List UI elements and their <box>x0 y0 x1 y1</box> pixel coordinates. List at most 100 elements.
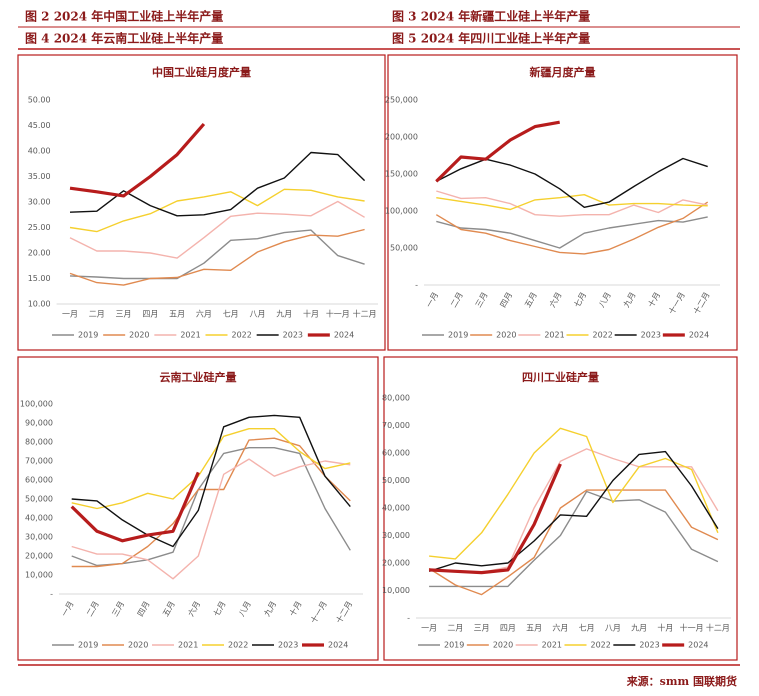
series-line <box>70 471 200 543</box>
y-tick-label: 40.00 <box>28 147 51 156</box>
legend-label: 2022 <box>593 331 613 340</box>
x-tick-label: 七月 <box>572 291 588 309</box>
x-tick-label: 十月 <box>303 309 319 319</box>
series-line <box>435 157 708 208</box>
x-tick-label: 十月 <box>657 623 673 633</box>
x-tick-label: 五月 <box>161 600 177 618</box>
y-tick-label: 50,000 <box>390 244 418 253</box>
x-tick-label: 六月 <box>547 290 564 309</box>
x-tick-label: 十二月 <box>706 623 730 633</box>
legend-label: 2019 <box>78 641 98 650</box>
series-line <box>428 489 719 596</box>
x-tick-label: 十二月 <box>353 309 377 319</box>
y-tick-label: 15.00 <box>28 274 51 283</box>
series-line <box>435 201 709 255</box>
x-tick-label: 九月 <box>276 310 292 319</box>
x-tick-label: 六月 <box>552 623 568 633</box>
x-tick-label: 三月 <box>110 600 126 618</box>
series-line <box>69 122 206 198</box>
y-tick-label: 100,000 <box>20 400 53 409</box>
x-tick-label: 十一月 <box>666 290 687 316</box>
y-tick-label: 60,000 <box>382 449 410 458</box>
series-line <box>436 190 708 217</box>
y-tick-label: - <box>415 281 418 290</box>
x-tick-label: 八月 <box>237 600 253 618</box>
chart-frame <box>383 356 738 661</box>
y-tick-label: 30.00 <box>28 198 51 207</box>
x-tick-label: 一月 <box>421 624 437 633</box>
x-tick-label: 三月 <box>474 291 490 309</box>
chart-frame <box>17 54 386 351</box>
x-tick-label: 七月 <box>579 624 595 633</box>
x-tick-label: 四月 <box>142 310 158 319</box>
y-tick-label: 10.00 <box>28 300 51 309</box>
legend-label: 2024 <box>334 331 354 340</box>
y-tick-label: 40,000 <box>382 504 410 513</box>
legend-label: 2020 <box>496 331 516 340</box>
chart-title: 新疆月度产量 <box>530 65 596 79</box>
x-tick-label: 六月 <box>196 309 212 319</box>
series-line <box>71 414 351 548</box>
chart-frame <box>387 54 738 351</box>
x-tick-label: 五月 <box>526 624 542 633</box>
series-line <box>428 450 719 572</box>
y-tick-label: 250,000 <box>385 96 418 105</box>
legend-label: 2019 <box>448 331 468 340</box>
header: 图 5 2024 年四川工业硅上半年产量 <box>392 31 590 46</box>
x-tick-label: 二月 <box>89 310 105 319</box>
x-tick-label: 八月 <box>605 624 621 633</box>
legend-label: 2022 <box>228 641 248 650</box>
y-tick-label: 150,000 <box>385 170 418 179</box>
chart-title: 四川工业硅产量 <box>522 370 599 384</box>
y-tick-label: 100,000 <box>385 207 418 216</box>
header: 图 4 2024 年云南工业硅上半年产量 <box>25 31 223 46</box>
header: 图 2 2024 年中国工业硅上半年产量 <box>25 9 223 24</box>
series-line <box>71 428 351 510</box>
x-tick-label: 十一月 <box>680 623 704 633</box>
x-tick-label: 二月 <box>85 600 101 618</box>
series-line <box>435 120 560 183</box>
series-line <box>436 216 708 249</box>
series-line <box>69 200 365 259</box>
x-tick-label: 十二月 <box>691 290 712 316</box>
legend-label: 2019 <box>444 641 464 650</box>
y-tick-label: 20,000 <box>25 552 53 561</box>
legend-label: 2024 <box>328 641 348 650</box>
y-tick-label: 80,000 <box>382 394 410 403</box>
x-tick-label: 四月 <box>500 624 516 633</box>
legend-label: 2024 <box>689 331 709 340</box>
legend-label: 2021 <box>542 641 562 650</box>
series-line <box>69 228 365 286</box>
legend-label: 2020 <box>493 641 513 650</box>
x-tick-label: 二月 <box>447 624 463 633</box>
y-tick-label: 10,000 <box>382 586 410 595</box>
x-tick-label: 十月 <box>287 599 304 618</box>
x-tick-label: 一月 <box>60 600 76 618</box>
legend-label: 2023 <box>283 331 303 340</box>
y-tick-label: 60,000 <box>25 476 53 485</box>
legend-label: 2021 <box>180 331 200 340</box>
legend-label: 2023 <box>278 641 298 650</box>
y-tick-label: 90,000 <box>25 419 53 428</box>
y-tick-label: - <box>407 614 410 623</box>
legend-label: 2024 <box>688 641 708 650</box>
header: 图 3 2024 年新疆工业硅上半年产量 <box>392 9 590 24</box>
y-tick-label: - <box>50 590 53 599</box>
x-tick-label: 五月 <box>523 291 539 309</box>
x-tick-label: 七月 <box>223 310 239 319</box>
x-tick-label: 九月 <box>631 624 647 633</box>
y-tick-label: 70,000 <box>382 421 410 430</box>
series-line <box>69 151 366 217</box>
legend-label: 2020 <box>128 641 148 650</box>
series-line <box>71 458 351 580</box>
series-line <box>69 229 365 280</box>
series-line <box>429 490 719 588</box>
series-line <box>436 194 708 211</box>
x-tick-label: 九月 <box>262 600 278 618</box>
legend-label: 2022 <box>591 641 611 650</box>
y-tick-label: 30,000 <box>382 531 410 540</box>
legend-label: 2021 <box>544 331 564 340</box>
legend-label: 2023 <box>639 641 659 650</box>
x-tick-label: 九月 <box>622 291 638 309</box>
y-tick-label: 25.00 <box>28 223 51 232</box>
